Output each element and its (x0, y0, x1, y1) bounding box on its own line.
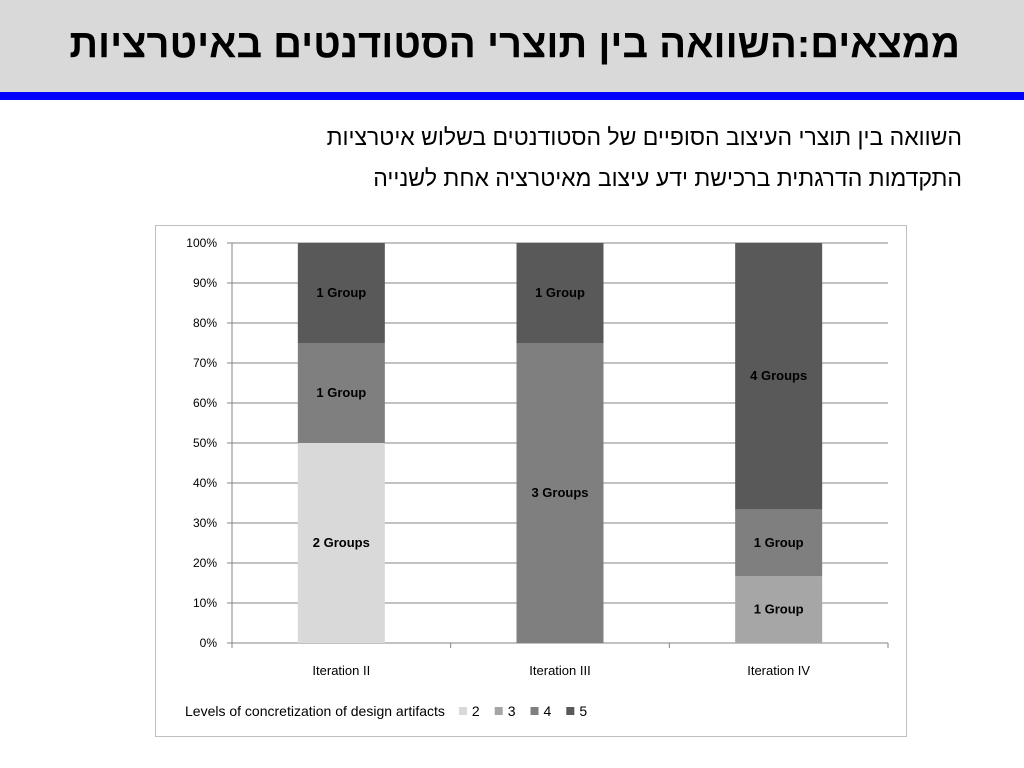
stacked-bar-chart: 0% 10% 20% 30% 40% 50% 60% 70% 80% 90% 100% 2 Group… (185, 236, 889, 719)
bar-segment-iteration-iii-level-4 (516, 343, 604, 643)
legend-swatch (566, 707, 575, 715)
y-tick-label: 90% (193, 276, 217, 290)
bar-segment-iteration-iv-level-4 (735, 509, 823, 577)
data-label: 2 Groups (313, 535, 370, 550)
legend-item: 5 (579, 703, 587, 719)
y-tick-label: 40% (193, 476, 217, 490)
data-label: 3 Groups (531, 485, 588, 500)
title-divider (0, 92, 1024, 100)
legend-swatch (530, 707, 539, 715)
bar-segment-iteration-ii-level-5 (297, 243, 385, 343)
data-label: 1 Group (316, 285, 366, 300)
y-tick-label: 70% (193, 356, 217, 370)
y-tick-label: 80% (193, 316, 217, 330)
legend-swatch (458, 707, 467, 715)
y-tick-label: 10% (193, 596, 217, 610)
chart-frame: 0% 10% 20% 30% 40% 50% 60% 70% 80% 90% 100% 2 Group… (155, 225, 907, 737)
x-tick-label: Iteration II (312, 663, 370, 678)
y-tick-label: 60% (193, 396, 217, 410)
y-tick-label: 50% (193, 436, 217, 450)
subtitle-line-2: התקדמות הדרגתית ברכישת ידע עיצוב מאיטרצי… (373, 165, 962, 191)
y-tick-label: 0% (200, 636, 218, 650)
bar-segment-iteration-iv-level-3 (735, 576, 823, 643)
data-label: 1 Group (316, 385, 366, 400)
bar-segment-iteration-iv-level-5 (735, 243, 823, 510)
legend-item: 4 (544, 703, 552, 719)
bar-segment-iteration-ii-level-4 (297, 343, 385, 443)
title-bar (0, 0, 1024, 92)
data-label: 1 Group (535, 285, 585, 300)
bar-segment-iteration-ii-level-2 (297, 443, 385, 643)
x-tick-label: Iteration IV (747, 663, 810, 678)
legend-swatch (494, 707, 503, 715)
data-label: 4 Groups (750, 368, 807, 383)
x-tick-label: Iteration III (529, 663, 590, 678)
legend-item: 3 (508, 703, 516, 719)
data-label: 1 Group (754, 602, 804, 617)
y-tick-label: 100% (186, 236, 217, 250)
subtitle-line-1: השוואה בין תוצרי העיצוב הסופיים של הסטוד… (326, 124, 962, 150)
slide-title: ממצאים:השוואה בין תוצרי הסטודנטים באיטרצ… (69, 22, 960, 66)
bar-segment-iteration-iii-level-5 (516, 243, 604, 343)
y-tick-label: 30% (193, 516, 217, 530)
y-tick-label: 20% (193, 556, 217, 570)
data-label: 1 Group (754, 535, 804, 550)
legend-title: Levels of concretization of design artif… (185, 703, 445, 719)
legend-item: 2 (472, 703, 480, 719)
